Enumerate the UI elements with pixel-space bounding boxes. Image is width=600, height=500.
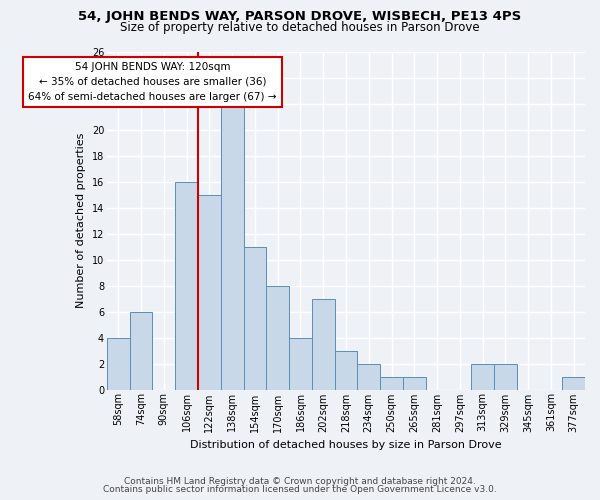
Bar <box>494 364 517 390</box>
X-axis label: Distribution of detached houses by size in Parson Drove: Distribution of detached houses by size … <box>190 440 502 450</box>
Bar <box>221 104 244 390</box>
Bar <box>266 286 289 390</box>
Bar <box>289 338 312 390</box>
Bar <box>130 312 152 390</box>
Bar <box>562 376 585 390</box>
Bar <box>471 364 494 390</box>
Bar <box>358 364 380 390</box>
Bar <box>335 350 358 390</box>
Text: 54 JOHN BENDS WAY: 120sqm
← 35% of detached houses are smaller (36)
64% of semi-: 54 JOHN BENDS WAY: 120sqm ← 35% of detac… <box>28 62 277 102</box>
Bar <box>198 194 221 390</box>
Text: Contains HM Land Registry data © Crown copyright and database right 2024.: Contains HM Land Registry data © Crown c… <box>124 477 476 486</box>
Text: 54, JOHN BENDS WAY, PARSON DROVE, WISBECH, PE13 4PS: 54, JOHN BENDS WAY, PARSON DROVE, WISBEC… <box>79 10 521 23</box>
Bar <box>175 182 198 390</box>
Bar <box>403 376 425 390</box>
Bar <box>380 376 403 390</box>
Bar <box>244 246 266 390</box>
Text: Contains public sector information licensed under the Open Government Licence v3: Contains public sector information licen… <box>103 485 497 494</box>
Bar <box>107 338 130 390</box>
Bar <box>312 298 335 390</box>
Y-axis label: Number of detached properties: Number of detached properties <box>76 133 86 308</box>
Text: Size of property relative to detached houses in Parson Drove: Size of property relative to detached ho… <box>120 21 480 34</box>
